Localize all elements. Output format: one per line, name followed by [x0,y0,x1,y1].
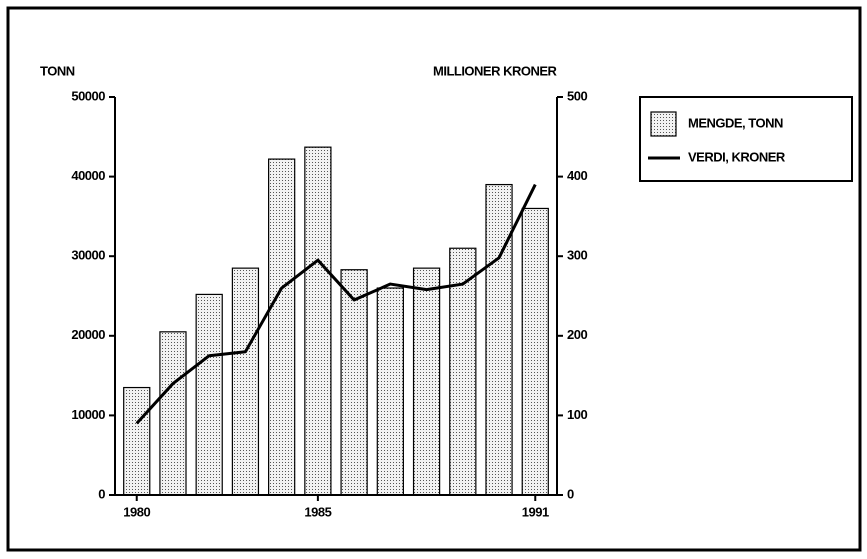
y-tick-label: 10000 [71,407,105,422]
legend-swatch [650,111,677,137]
y-tick-label: 20000 [71,327,105,342]
y2-tick-label: 400 [567,168,587,183]
bar [340,269,368,496]
line [135,183,537,425]
legend-label: MENGDE, TONN [688,115,783,130]
y-tick-label: 40000 [71,168,105,183]
bar [268,158,296,496]
bar [449,247,477,496]
bar [123,386,151,496]
bar [521,207,549,496]
y-axis-label: TONN [40,63,75,78]
y2-tick-label: 300 [567,248,587,263]
legend [639,96,853,182]
bar [195,293,223,496]
legend-label: VERDI, KRONER [688,149,786,164]
y2-tick-label: 200 [567,327,587,342]
bar [485,183,513,496]
y2-axis-label: MILLIONER KRONER [433,63,558,78]
bar [304,146,332,496]
y2-tick-label: 100 [567,407,587,422]
bar [376,287,404,496]
bar [412,267,441,496]
bar [231,267,260,496]
x-tick-label: 1980 [123,504,150,519]
y-tick-label: 0 [98,486,105,501]
y2-tick-label: 0 [567,486,574,501]
y-tick-label: 50000 [71,88,105,103]
x-tick-label: 1991 [522,504,549,519]
x-tick-label: 1985 [304,504,331,519]
y-tick-label: 30000 [71,248,105,263]
y2-tick-label: 500 [567,88,587,103]
bar [159,331,187,496]
